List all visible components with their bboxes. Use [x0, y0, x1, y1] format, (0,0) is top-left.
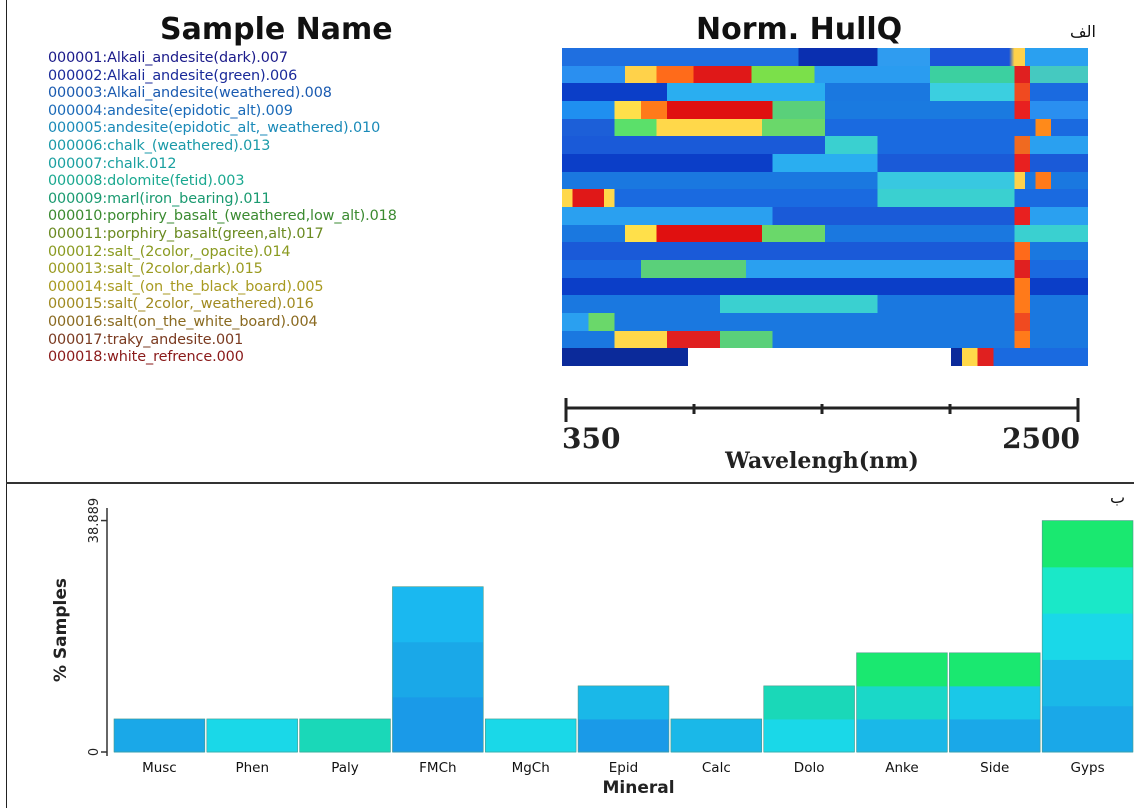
- sample-name-item: 000015:salt(_2color,_weathered).016: [48, 296, 314, 313]
- sample-name-item: 000009:marl(iron_bearing).011: [48, 190, 271, 207]
- sample-name-item: 000005:andesite(epidotic_alt,_weathered)…: [48, 120, 381, 137]
- bar-gyps: [1041, 520, 1134, 753]
- x-tick-label: FMCh: [419, 760, 456, 776]
- bar-segment: [856, 652, 948, 687]
- heatmap-row: [562, 100, 1088, 119]
- x-tick-label: Phen: [235, 760, 269, 776]
- bar-side: [949, 652, 1041, 753]
- bar-segment: [299, 718, 391, 753]
- heatmap-row: [562, 206, 1088, 225]
- panel-label-bottom: ب: [1110, 488, 1126, 507]
- x-tick-label: Dolo: [794, 760, 825, 776]
- sample-name-item: 000016:salt(on_the_white_board).004: [48, 313, 318, 330]
- bar-segment: [392, 586, 484, 643]
- bar-segment: [578, 685, 669, 720]
- heatmap-row: [562, 171, 1088, 190]
- wavelength-axis: 350 2500 Wavelengh(nm): [562, 398, 1080, 474]
- x-tick-label: Musc: [142, 760, 177, 776]
- heatmap-row: [562, 83, 1088, 101]
- x-tick-label: Anke: [885, 760, 918, 776]
- bar-segment: [949, 652, 1041, 687]
- bar-segment: [670, 718, 762, 753]
- bar-segment: [1042, 520, 1133, 568]
- heatmap-row: [562, 259, 1088, 278]
- bar-segment: [1042, 659, 1133, 707]
- sample-name-item: 000004:andesite(epidotic_alt).009: [48, 102, 293, 119]
- sample-name-item: 000008:dolomite(fetid).003: [48, 173, 245, 190]
- bar-segment: [1042, 566, 1133, 614]
- bar-segment: [1042, 705, 1133, 753]
- hullq-title: Norm. HullQ: [696, 12, 903, 47]
- heatmap-row: [562, 48, 1088, 66]
- bar-segment: [949, 685, 1041, 720]
- heatmap-row: [562, 348, 1088, 366]
- heatmap-row: [562, 242, 1088, 260]
- bar-calc: [670, 718, 763, 753]
- bar-segment: [392, 696, 484, 753]
- bar-segment: [856, 718, 948, 753]
- wavelength-min-label: 350: [562, 422, 620, 455]
- bar-anke: [856, 652, 948, 753]
- x-axis-title: Mineral: [602, 778, 674, 798]
- bar-paly: [299, 718, 391, 753]
- heatmap-row: [562, 277, 1088, 296]
- sample-name-item: 000007:chalk.012: [48, 155, 177, 172]
- sample-name-item: 000013:salt_(2color,dark).015: [48, 261, 263, 278]
- heatmap-gap: [688, 348, 952, 366]
- sample-name-item: 000018:white_refrence.000: [48, 349, 244, 366]
- wavelength-max-label: 2500: [1002, 422, 1080, 455]
- bar-phen: [206, 718, 298, 753]
- heatmap-row: [562, 189, 1088, 207]
- panel-label-top: الف: [1070, 22, 1096, 41]
- y-axis-title: % Samples: [51, 578, 71, 682]
- x-tick-label: Epid: [609, 760, 638, 776]
- x-tick-label: Paly: [331, 760, 359, 776]
- heatmap-row: [562, 330, 1088, 349]
- bar-epid: [577, 685, 670, 753]
- bar-mgch: [484, 718, 577, 753]
- bar-segment: [949, 718, 1041, 753]
- heatmap-row: [562, 295, 1088, 313]
- bar-segment: [392, 641, 484, 698]
- bar-fmch: [392, 586, 484, 753]
- sample-name-item: 000012:salt_(2color,_opacite).014: [48, 243, 291, 260]
- bar-dolo: [763, 685, 855, 753]
- sample-name-item: 000002:Alkali_andesite(green).006: [48, 67, 298, 84]
- bar-segment: [763, 718, 855, 753]
- heatmap-row: [562, 224, 1088, 243]
- bar-musc: [113, 718, 206, 753]
- x-tick-label: Calc: [702, 760, 731, 776]
- panel-divider: [6, 482, 1134, 484]
- sample-name-item: 000001:Alkali_andesite(dark).007: [48, 50, 288, 66]
- x-tick-label: Side: [980, 760, 1009, 776]
- bar-segment: [114, 718, 205, 753]
- bar-segment: [763, 685, 855, 720]
- sample-name-title: Sample Name: [160, 12, 393, 47]
- heatmap-row: [562, 312, 1088, 331]
- frame-left-border: [6, 0, 7, 808]
- bar-segment: [1042, 613, 1133, 660]
- heatmap-row: [562, 136, 1088, 154]
- mineral-bar-chart: 0 38.889 % Samples Musc Phen Paly FMCh MgCh Epid…: [51, 498, 1134, 798]
- bar-segment: [578, 718, 669, 753]
- y-tick-label: 0: [87, 748, 102, 756]
- bar-segment: [485, 718, 577, 753]
- x-tick-label: Gyps: [1071, 760, 1105, 776]
- heatmap-row: [562, 118, 1088, 137]
- bar-segment: [206, 718, 298, 753]
- sample-name-item: 000003:Alkali_andesite(weathered).008: [48, 85, 332, 102]
- sample-name-item: 000010:porphiry_basalt_(weathered,low_al…: [48, 208, 397, 225]
- heatmap-row: [562, 153, 1088, 172]
- y-tick-label: 38.889: [87, 498, 102, 544]
- sample-name-list: 000001:Alkali_andesite(dark).007 000002:A…: [48, 50, 397, 367]
- bar-segment: [856, 685, 948, 720]
- x-tick-label: MgCh: [512, 760, 550, 776]
- heatmap-row: [562, 65, 1088, 84]
- sample-name-item: 000006:chalk_(weathered).013: [48, 137, 271, 154]
- sample-name-item: 000017:traky_andesite.001: [48, 331, 244, 348]
- wavelength-axis-title: Wavelengh(nm): [724, 448, 919, 474]
- hullq-heatmap: [562, 48, 1088, 366]
- sample-name-item: 000011:porphiry_basalt(green,alt).017: [48, 225, 324, 242]
- sample-name-item: 000014:salt_(on_the_black_board).005: [48, 278, 324, 295]
